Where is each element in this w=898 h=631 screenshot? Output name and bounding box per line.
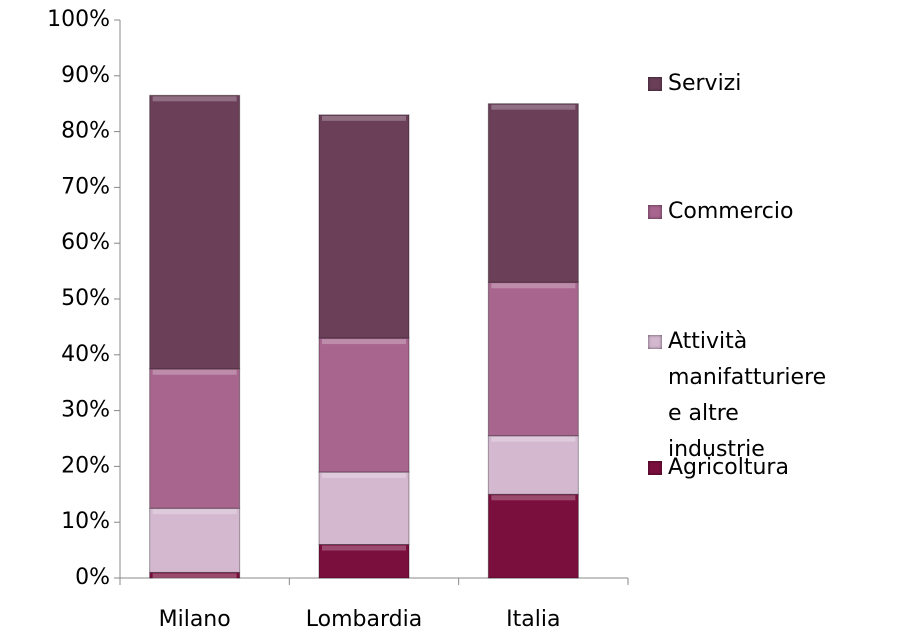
legend-swatch <box>648 335 662 349</box>
y-tick-label: 70% <box>61 174 110 199</box>
legend-label: Commercio <box>668 199 794 224</box>
y-tick-label: 100% <box>47 7 110 32</box>
legend-item: Attività manifatturiere e altre industri… <box>648 324 893 468</box>
legend-swatch <box>648 77 662 91</box>
x-tick-label: Italia <box>506 607 560 631</box>
y-tick-label: 20% <box>61 453 110 478</box>
legend-item: Agricoltura <box>648 450 893 486</box>
y-tick-label: 30% <box>61 398 110 423</box>
bar-segment <box>149 94 241 370</box>
bar-highlight <box>491 436 576 442</box>
bar-highlight <box>491 495 576 501</box>
bar-segment <box>318 337 410 473</box>
y-tick-label: 10% <box>61 509 110 534</box>
bar-segment <box>487 281 579 437</box>
legend-swatch <box>648 461 662 475</box>
y-tick-label: 60% <box>61 230 110 255</box>
x-tick-label: Milano <box>159 607 231 631</box>
y-tick-label: 40% <box>61 342 110 367</box>
bar-segment <box>487 435 579 495</box>
bar-segment <box>318 114 410 339</box>
y-tick-label: 0% <box>75 565 110 590</box>
y-tick-label: 50% <box>61 286 110 311</box>
legend-label: Attività manifatturiere e altre industri… <box>668 329 827 462</box>
bar-highlight <box>322 472 406 478</box>
bar-segment <box>487 493 579 579</box>
bar-highlight <box>152 573 237 579</box>
bar-segment <box>149 507 241 573</box>
bar-highlight <box>322 115 406 121</box>
bar-highlight <box>152 96 237 102</box>
y-tick-label: 90% <box>61 63 110 88</box>
bar-segment <box>487 103 579 283</box>
bar-highlight <box>491 283 576 289</box>
x-tick-label: Lombardia <box>306 607 422 631</box>
bar-highlight <box>322 545 406 551</box>
legend-label: Servizi <box>668 71 742 96</box>
legend-item: Servizi <box>648 66 893 102</box>
legend-label: Agricoltura <box>668 455 789 480</box>
bar-highlight <box>152 369 237 375</box>
bar-highlight <box>491 104 576 110</box>
bar-highlight <box>152 509 237 515</box>
y-tick-label: 80% <box>61 119 110 144</box>
bar-segment <box>318 471 410 546</box>
bar-highlight <box>322 339 406 345</box>
legend-swatch <box>648 205 662 219</box>
legend-item: Commercio <box>648 194 893 230</box>
bar-segment <box>149 368 241 509</box>
